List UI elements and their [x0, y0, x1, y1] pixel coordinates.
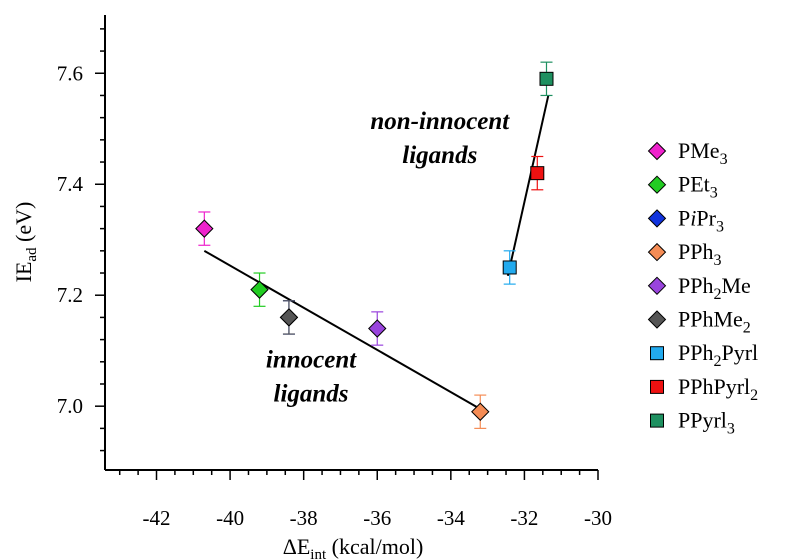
- legend-label-part: 2: [743, 320, 751, 337]
- data-point: [279, 308, 299, 327]
- legend-marker: [647, 209, 667, 228]
- y-axis-title-rest: (eV): [11, 202, 36, 248]
- annotation-line: non-innocent: [370, 108, 510, 135]
- x-axis-title-sub: int: [310, 547, 327, 559]
- legend-label-part: Me: [721, 273, 750, 298]
- legend-entry: PMe3: [647, 138, 728, 168]
- annotation: non-innocent ligands: [370, 108, 510, 169]
- annotation-line: ligands: [274, 380, 349, 407]
- legend-label: PPyrl3: [678, 408, 735, 438]
- legend-label-part: PPh: [678, 273, 713, 298]
- legend-entry: PPhPyrl2: [650, 374, 758, 404]
- x-axis: -42 -40 -38 -36 -34 -32 -30 ΔEint (kcal/mol): [105, 469, 612, 559]
- legend-label: PPh3: [678, 239, 721, 269]
- data-point: [471, 402, 490, 421]
- data-point: [250, 280, 269, 299]
- legend-label-part: 3: [720, 151, 728, 168]
- data-point: [368, 319, 387, 338]
- x-axis-title-rest: (kcal/mol): [326, 534, 423, 559]
- legend-label-part: PPh: [678, 239, 713, 264]
- x-tick-label: -30: [584, 506, 612, 530]
- y-axis-title-sub: ad: [24, 247, 40, 262]
- legend-label-part: 3: [713, 252, 721, 269]
- legend-label-part: 3: [710, 185, 718, 202]
- legend-marker: [647, 242, 667, 262]
- fit-lines: [203, 95, 550, 410]
- annotation-line: innocent: [266, 346, 357, 373]
- legend-entry: PPh2Pyrl: [650, 340, 758, 370]
- y-tick-label: 7.0: [57, 394, 83, 418]
- legend-marker: [647, 310, 667, 329]
- data-point: [502, 260, 517, 275]
- legend-label: PiPr3: [678, 205, 724, 235]
- legend-label-part: P: [678, 205, 690, 230]
- annotations: non-innocent ligands innocent ligands: [266, 108, 510, 408]
- y-axis-title: IEad (eV): [11, 202, 40, 283]
- y-tick-label: 7.4: [57, 172, 84, 196]
- x-tick-label: -38: [290, 506, 318, 530]
- x-tick-label: -32: [510, 506, 538, 530]
- legend-label-part: Pr: [696, 205, 716, 230]
- legend-label-part: PMe: [678, 138, 720, 163]
- legend-label: PPhMe2: [678, 307, 751, 337]
- legend-entry: PEt3: [647, 172, 718, 202]
- legend-label-part: PPyrl: [678, 408, 727, 433]
- legend-entry: PPyrl3: [650, 408, 735, 438]
- x-tick-label: -40: [216, 506, 244, 530]
- legend-label-part: i: [690, 205, 696, 230]
- legend-label: PPhPyrl2: [678, 374, 758, 404]
- y-tick-label: 7.2: [57, 283, 83, 307]
- legend-entry: PPh3: [647, 239, 721, 269]
- y-axis-title-main: IE: [11, 262, 36, 283]
- legend-label-part: 3: [727, 421, 735, 438]
- y-axis: 7.0 7.2 7.4 7.6 IEad (eV): [11, 15, 106, 470]
- legend-entry: PiPr3: [647, 205, 724, 235]
- x-axis-title: ΔEint (kcal/mol): [283, 534, 424, 559]
- x-tick-label: -42: [143, 506, 171, 530]
- legend-entry: PPhMe2: [647, 307, 751, 337]
- legend-label-part: 2: [713, 353, 721, 370]
- legend-label-part: PEt: [678, 172, 710, 197]
- legend-label: PPh2Pyrl: [678, 340, 758, 370]
- legend-label-part: PPh: [678, 340, 713, 365]
- fit-line: [203, 249, 481, 410]
- legend-label: PEt3: [678, 172, 718, 202]
- legend-marker: [647, 175, 667, 194]
- x-axis-title-main: ΔE: [283, 534, 311, 559]
- data-points: [195, 61, 554, 429]
- fit-line: [506, 95, 550, 277]
- x-tick-label: -34: [437, 506, 465, 530]
- legend-marker: [650, 413, 664, 428]
- legend-label-part: PPhMe: [678, 307, 743, 332]
- legend-marker: [650, 379, 664, 394]
- legend-label-part: 2: [750, 387, 758, 404]
- annotation: innocent ligands: [266, 346, 357, 407]
- legend: PMe3PEt3PiPr3PPh3PPh2MePPhMe2PPh2PyrlPPh…: [647, 138, 758, 438]
- legend-label-part: 2: [713, 286, 721, 303]
- legend-label: PMe3: [678, 138, 728, 168]
- legend-marker: [647, 276, 667, 296]
- legend-entry: PPh2Me: [647, 273, 751, 303]
- data-point: [530, 166, 545, 181]
- x-tick-label: -36: [363, 506, 391, 530]
- legend-marker: [650, 346, 664, 361]
- y-tick-label: 7.6: [57, 61, 83, 85]
- data-point: [539, 71, 554, 86]
- legend-label: PPh2Me: [678, 273, 751, 303]
- annotation-line: ligands: [402, 142, 477, 169]
- data-point: [195, 219, 214, 238]
- legend-label-part: PPhPyrl: [678, 374, 750, 399]
- legend-label-part: Pyrl: [721, 340, 758, 365]
- legend-label-part: 3: [716, 218, 724, 235]
- legend-marker: [647, 141, 667, 161]
